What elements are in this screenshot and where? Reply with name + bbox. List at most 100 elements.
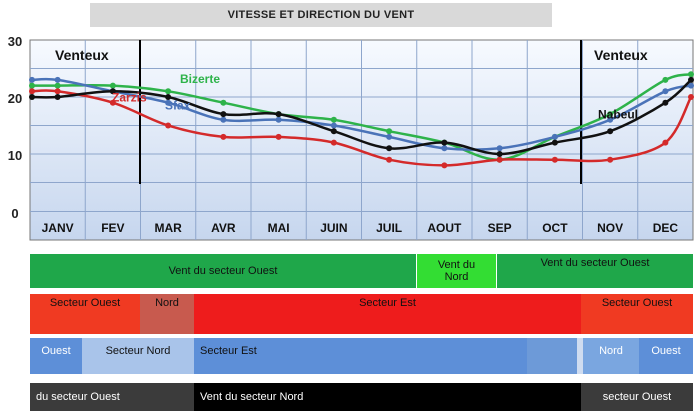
data-point bbox=[662, 76, 669, 83]
data-point bbox=[496, 156, 503, 163]
band-label: secteur Ouest bbox=[602, 391, 672, 403]
band-cell bbox=[527, 338, 577, 374]
data-point bbox=[662, 88, 669, 95]
band-label: Vent du secteur Nord bbox=[200, 391, 304, 403]
data-point bbox=[54, 94, 61, 100]
band-cell: Vent du secteur Ouest bbox=[497, 254, 693, 288]
y-tick-label: 20 bbox=[7, 91, 23, 106]
data-point bbox=[441, 162, 448, 169]
data-point bbox=[607, 128, 614, 135]
data-point bbox=[607, 116, 614, 123]
data-point bbox=[29, 94, 35, 100]
band-cell: Secteur Nord bbox=[82, 338, 194, 374]
data-point bbox=[662, 99, 669, 106]
band-cell: Vent du secteur Nord bbox=[194, 383, 581, 411]
band-label: Ouest bbox=[41, 345, 71, 357]
x-tick-label: MAR bbox=[154, 221, 182, 235]
data-point bbox=[29, 82, 35, 89]
data-point bbox=[386, 156, 393, 163]
data-point bbox=[386, 128, 393, 135]
x-tick-label: FEV bbox=[101, 221, 124, 235]
series-label: Zarzis bbox=[112, 91, 147, 105]
data-point bbox=[275, 116, 282, 123]
series-label: Nabeul bbox=[598, 108, 638, 122]
wind-speed-chart: JANV FEV MAR AVR MAI JUIN JUIL AOUT SEP OCT NOV DEC… bbox=[29, 39, 694, 241]
data-point bbox=[165, 94, 172, 100]
series-zarzis bbox=[29, 88, 694, 169]
data-point bbox=[220, 111, 227, 118]
x-tick-label: OCT bbox=[542, 221, 568, 235]
x-axis-labels: JANV FEV MAR AVR MAI JUIN JUIL AOUT SEP OCT NOV DEC bbox=[42, 221, 679, 235]
data-point bbox=[165, 88, 172, 95]
data-point bbox=[275, 133, 282, 140]
annotation-venteux-left: Venteux bbox=[55, 47, 109, 63]
annotation-venteux-right: Venteux bbox=[594, 47, 648, 63]
x-tick-label: MAI bbox=[268, 221, 290, 235]
band-label: Nord bbox=[599, 345, 623, 357]
data-point bbox=[220, 99, 227, 106]
data-point bbox=[688, 94, 694, 100]
band-cell: du secteur Ouest bbox=[30, 383, 194, 411]
band-row-4: du secteur Ouest Vent du secteur Nord se… bbox=[30, 383, 693, 411]
data-point bbox=[330, 116, 337, 123]
data-point bbox=[386, 145, 393, 152]
band-cell: Vent du secteur Ouest bbox=[30, 254, 416, 288]
band-label: Vent du secteur Ouest bbox=[168, 265, 278, 277]
band-label: du secteur Ouest bbox=[36, 391, 120, 403]
y-tick-label: 10 bbox=[7, 148, 23, 163]
data-point bbox=[109, 88, 116, 95]
data-point bbox=[496, 151, 503, 157]
band-label: Ouest bbox=[651, 345, 681, 357]
data-point bbox=[330, 139, 337, 146]
band-row-1: Vent du secteur Ouest Vent du Nord Vent … bbox=[30, 254, 693, 288]
band-label: Secteur Est bbox=[200, 345, 257, 357]
x-tick-label: AOUT bbox=[427, 221, 462, 235]
chart-title: VITESSE ET DIRECTION DU VENT bbox=[90, 3, 552, 27]
data-point bbox=[109, 82, 116, 89]
x-tick-label: JUIN bbox=[320, 221, 347, 235]
band-row-3: Ouest Secteur Nord Secteur Est Nord Oues… bbox=[30, 338, 693, 374]
x-tick-label: AVR bbox=[211, 221, 236, 235]
data-point bbox=[688, 71, 694, 78]
x-tick-label: NOV bbox=[597, 221, 623, 235]
x-tick-label: JANV bbox=[42, 221, 74, 235]
data-point bbox=[275, 111, 282, 118]
y-tick-label: 30 bbox=[7, 34, 23, 49]
band-label: Nord bbox=[155, 297, 179, 309]
band-cell: Secteur Ouest bbox=[581, 294, 693, 334]
data-point bbox=[330, 128, 337, 135]
data-point bbox=[386, 133, 393, 140]
data-point bbox=[54, 88, 61, 95]
series-line bbox=[31, 78, 692, 156]
x-tick-label: SEP bbox=[488, 221, 512, 235]
band-cell: Secteur Est bbox=[194, 338, 527, 374]
data-point bbox=[551, 133, 558, 140]
data-point bbox=[330, 122, 337, 129]
data-point bbox=[109, 99, 116, 106]
data-point bbox=[662, 139, 669, 146]
band-cell bbox=[577, 338, 583, 374]
band-cell: Nord bbox=[583, 338, 639, 374]
data-point bbox=[165, 122, 172, 129]
band-cell: Secteur Ouest bbox=[30, 294, 140, 334]
data-point bbox=[54, 76, 61, 83]
x-tick-label: JUIL bbox=[376, 221, 402, 235]
data-point bbox=[688, 76, 694, 83]
data-point bbox=[29, 88, 35, 95]
band-cell: Ouest bbox=[639, 338, 693, 374]
band-label: Vent du Nord bbox=[437, 259, 476, 283]
data-point bbox=[29, 76, 35, 83]
data-point bbox=[551, 156, 558, 163]
data-point bbox=[54, 82, 61, 89]
data-point bbox=[496, 145, 503, 152]
data-point bbox=[165, 99, 172, 106]
y-tick-label: 0 bbox=[11, 206, 19, 221]
band-label: Secteur Ouest bbox=[49, 297, 121, 309]
band-cell: Ouest bbox=[30, 338, 82, 374]
band-row-2: Secteur Ouest Nord Secteur Est Secteur O… bbox=[30, 294, 693, 334]
band-cell: Nord bbox=[140, 294, 194, 334]
x-tick-label: DEC bbox=[653, 221, 679, 235]
data-point bbox=[551, 139, 558, 146]
series-nabeul bbox=[29, 76, 694, 157]
data-point bbox=[220, 116, 227, 123]
